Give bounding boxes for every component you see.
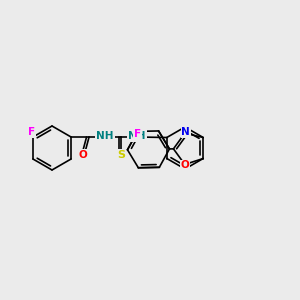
Text: N: N — [182, 127, 190, 137]
Text: S: S — [117, 150, 125, 160]
Text: O: O — [79, 150, 87, 160]
Text: NH: NH — [96, 131, 114, 141]
Text: F: F — [134, 129, 141, 140]
Text: O: O — [180, 160, 189, 170]
Text: F: F — [28, 127, 35, 137]
Text: NH: NH — [128, 131, 146, 141]
